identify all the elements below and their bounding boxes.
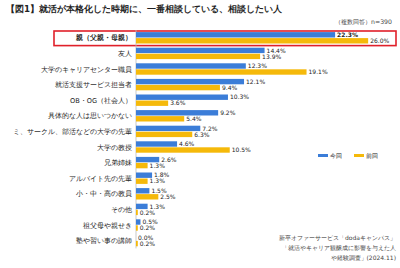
data-label: 12.1% [246,78,265,85]
bar [136,38,368,43]
data-label: 2.5% [160,193,176,200]
data-label: 5.4% [186,115,202,122]
data-label: 26.0% [370,37,389,44]
bar [136,235,137,240]
data-label: 4.6% [179,140,195,147]
source-note: 新卒オファーサービス「dodaキャンパス」 [279,234,396,241]
category-label: 具体的な人は思いつかない [48,112,132,120]
category-label: 大学の教授 [97,144,132,152]
category-label: 祖父母や親せき [83,222,132,230]
category-label: 塾や習い事の講師 [76,237,132,245]
bar [136,210,138,215]
data-labels: 22.3%14.4%12.3%12.1%10.3%9.2%7.2%4.6%2.6… [138,31,390,247]
data-label: 0.2% [140,209,156,216]
data-label: 19.1% [309,68,328,75]
bar [136,85,220,90]
data-label: 12.3% [248,62,267,69]
data-label: 9.2% [220,109,236,116]
bar [136,132,192,137]
data-label: 0.2% [140,224,156,231]
data-label: 9.4% [222,84,238,91]
category-label: 小・中・高の教員 [76,190,132,198]
legend: 今回 前回 [318,152,378,160]
chart: 【図1】就活が本格化した時期に、一番相談している、相談したい人 （複数回答）n=3… [0,0,400,268]
bar [136,110,218,115]
category-label: 兄弟姉妹 [104,159,132,167]
data-label: 10.5% [232,146,251,153]
category-label: 親（父親・母親） [75,33,132,42]
bar [136,32,335,37]
source-note: や経験調査」(2024.11) [331,254,397,261]
category-label: その他 [111,206,132,214]
data-label: 1.3% [150,177,166,184]
category-label: アルバイト先の先輩 [69,175,132,183]
data-label: 6.3% [194,131,210,138]
bar [136,188,149,193]
data-label: 3.6% [170,99,186,106]
source-note: 「就活やキャリア観醸成に影響を与えた人 [282,244,396,251]
data-label: 22.3% [337,31,358,38]
bar [136,194,158,199]
bar [136,141,177,146]
bar [136,116,184,121]
bars [136,32,368,246]
bar [136,241,138,246]
bar [136,225,138,230]
category-label: ミ、サークル、部活などの大学の先輩 [13,128,132,136]
legend-swatch [354,154,364,157]
title: 【図1】就活が本格化した時期に、一番相談している、相談したい人 [6,4,283,14]
legend-swatch [318,154,328,157]
bar [136,179,148,184]
background [0,0,400,268]
bar [136,126,200,131]
bar [136,163,148,168]
bar [136,54,260,59]
bar [136,147,230,152]
data-label: 10.3% [230,93,249,100]
subtitle: （複数回答）n=390 [335,18,392,26]
bar [136,101,168,106]
bar [136,63,246,68]
category-label: 就活支援サービス担当者 [55,81,132,89]
data-label: 1.3% [150,162,166,169]
category-label: 大学のキャリアセンター職員 [41,66,132,74]
bar [136,69,307,74]
category-label: OB・OG（社会人） [70,97,132,105]
bar [136,48,265,53]
highlight-box [54,31,396,46]
axis-line [136,30,137,248]
category-label: 友人 [118,50,132,58]
legend-label: 前回 [366,152,378,160]
legend-label: 今回 [330,152,342,160]
data-label: 13.9% [262,53,281,60]
data-label: 0.2% [140,240,156,247]
